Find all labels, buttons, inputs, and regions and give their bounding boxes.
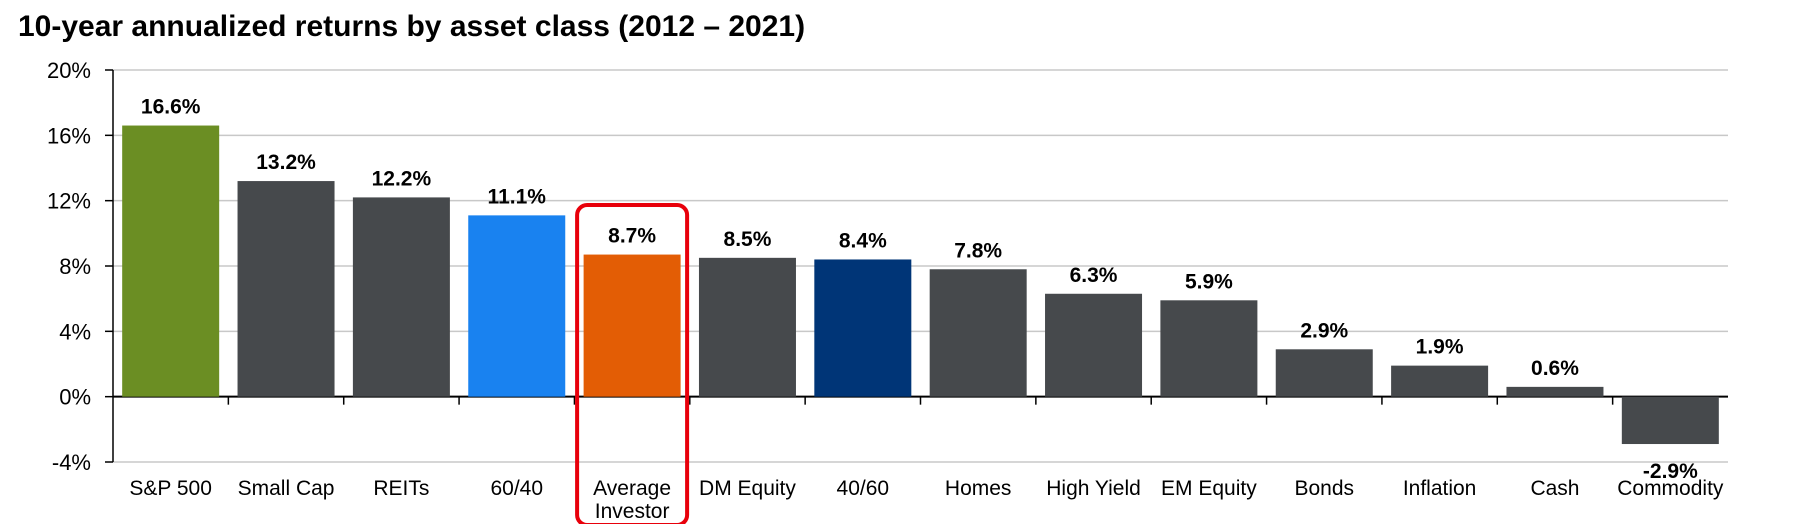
- category-label: Cash: [1530, 477, 1579, 500]
- data-label: 16.6%: [141, 96, 201, 119]
- bar: [122, 125, 220, 397]
- bar: [1275, 349, 1373, 397]
- category-label: Bonds: [1294, 477, 1354, 500]
- data-labels: 16.6% 13.2% 12.2% 11.1% 8.7% 8.5% 8.4% 7.8% 6.3%…: [141, 96, 1698, 483]
- data-label: 8.7%: [608, 225, 656, 248]
- data-label: 2.9%: [1300, 319, 1348, 342]
- bar: [352, 197, 450, 397]
- category-label: Average: [593, 477, 671, 500]
- bar: [698, 257, 796, 397]
- y-tick-label: 20%: [47, 58, 91, 83]
- bar: [929, 269, 1027, 397]
- category-label: S&P 500: [129, 477, 212, 500]
- category-label: 40/60: [837, 477, 890, 500]
- category-label: Small Cap: [238, 477, 335, 500]
- data-label: 5.9%: [1185, 270, 1233, 293]
- data-label: 1.9%: [1416, 336, 1464, 359]
- bar: [468, 215, 566, 397]
- y-tick-label: 8%: [59, 254, 91, 279]
- category-labels: S&P 500 Small Cap REITs 60/40 AverageInvesto…: [129, 477, 1723, 523]
- data-label: 0.6%: [1531, 357, 1579, 380]
- category-label: EM Equity: [1161, 477, 1257, 500]
- category-label: Commodity: [1617, 477, 1724, 500]
- bar: [583, 254, 681, 397]
- category-label: Homes: [945, 477, 1012, 500]
- data-label: 11.1%: [488, 185, 547, 208]
- y-tick-label: 16%: [47, 123, 91, 148]
- bar: [1506, 386, 1604, 397]
- category-label: DM Equity: [699, 477, 796, 500]
- bar: [1391, 365, 1489, 397]
- bars: [122, 125, 1719, 445]
- bar: [814, 259, 912, 397]
- data-label: 13.2%: [256, 151, 316, 174]
- category-label: Inflation: [1403, 477, 1477, 500]
- data-label: -2.9%: [1643, 460, 1698, 483]
- chart-title: 10-year annualized returns by asset clas…: [18, 10, 806, 43]
- data-label: 7.8%: [954, 239, 1002, 262]
- y-tick-label: 12%: [47, 189, 91, 214]
- category-label: 60/40: [490, 477, 543, 500]
- y-tick-labels: 20% 16% 12% 8% 4% 0% -4%: [47, 58, 91, 475]
- bar: [1160, 300, 1258, 397]
- data-label: 8.5%: [724, 228, 772, 251]
- category-label: High Yield: [1046, 477, 1141, 500]
- y-tick-label: 4%: [59, 319, 91, 344]
- highlight-box: [575, 203, 690, 524]
- y-tick-label: -4%: [52, 450, 91, 475]
- data-label: 12.2%: [372, 167, 432, 190]
- y-tick-label: 0%: [59, 385, 91, 410]
- highlight-box-layer: [575, 203, 690, 524]
- bar: [237, 181, 335, 397]
- category-label: Investor: [595, 500, 670, 523]
- bar: [1621, 396, 1719, 445]
- bar: [1045, 293, 1143, 397]
- data-label: 6.3%: [1070, 264, 1118, 287]
- data-label: 8.4%: [839, 229, 887, 252]
- category-label: REITs: [373, 477, 429, 500]
